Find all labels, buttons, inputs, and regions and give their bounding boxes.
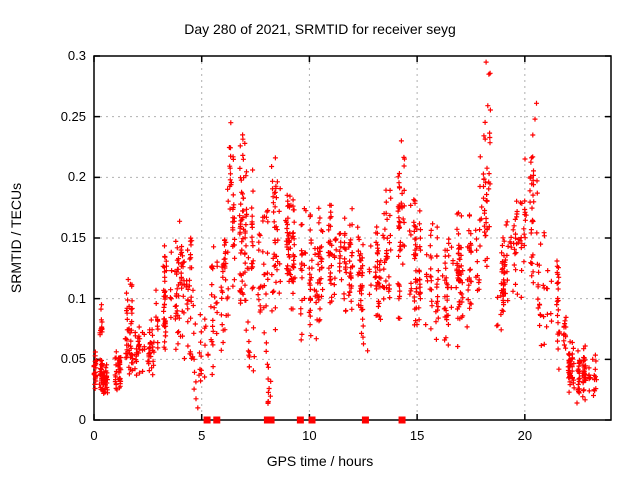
scatter-points: [91, 59, 599, 411]
x-tick-label: 10: [302, 428, 317, 443]
y-tick-label: 0.25: [60, 108, 86, 124]
x-tick-label: 5: [198, 428, 206, 443]
baseline-square-marker: [213, 416, 221, 424]
baseline-square-marker: [267, 416, 275, 424]
y-tick-label: 0.1: [67, 290, 86, 306]
tick-marks: [93, 55, 611, 421]
baseline-square-marker: [203, 416, 211, 424]
x-tick-label: 0: [90, 428, 98, 443]
x-tick-label: 20: [517, 428, 533, 443]
chart-title: Day 280 of 2021, SRMTID for receiver sey…: [184, 21, 456, 37]
y-tick-label: 0: [78, 412, 86, 427]
x-axis-title: GPS time / hours: [266, 453, 374, 469]
y-tick-label: 0.2: [67, 169, 86, 185]
baseline-square-marker: [263, 416, 271, 424]
x-tick-label: 15: [409, 428, 425, 443]
y-tick-label: 0.05: [60, 351, 86, 367]
y-tick-label: 0.3: [67, 48, 86, 63]
baseline-square-marker: [296, 416, 304, 424]
y-tick-label: 0.15: [60, 230, 86, 245]
grid-lines: [94, 56, 611, 420]
baseline-square-marker: [361, 416, 369, 424]
baseline-square-marker: [308, 416, 316, 424]
baseline-square-marker: [398, 416, 406, 424]
